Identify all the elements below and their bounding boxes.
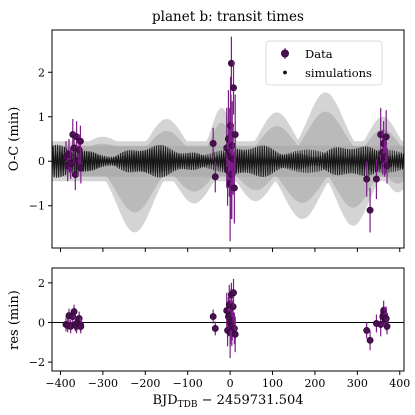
legend-simulations-label: simulations (305, 66, 372, 80)
y-tick-label: 0 (38, 155, 45, 168)
x-axis-label-subscript: TDB (178, 400, 198, 410)
bottom-x-axis-ticks: −400 −300 −200 −100 0 100 200 300 400 (45, 371, 410, 390)
data-point (382, 133, 390, 141)
legend: Data simulations (265, 40, 383, 86)
x-tick-label: 0 (227, 377, 234, 390)
data-point (383, 322, 391, 330)
data-point (366, 206, 374, 214)
x-axis-label: BJDTDB − 2459731.504 (152, 393, 303, 410)
data-point (230, 289, 237, 297)
y-tick-label: 0 (38, 316, 45, 329)
x-tick-label: −400 (45, 377, 75, 390)
top-x-axis-ticks (59, 248, 401, 252)
y-tick-label: 2 (38, 66, 45, 79)
y-tick-label: 2 (38, 277, 45, 290)
data-point (209, 139, 217, 147)
data-point (76, 137, 84, 145)
x-tick-label: 400 (389, 377, 410, 390)
bottom-y-axis-ticks: −2 0 2 (29, 277, 52, 369)
x-axis-label-offset: − 2459731.504 (198, 393, 304, 408)
x-tick-label: −100 (173, 377, 203, 390)
data-point (77, 322, 85, 330)
data-point (230, 324, 238, 332)
residual-points (62, 278, 391, 359)
y-tick-label: 1 (38, 111, 45, 124)
x-tick-label: 100 (262, 377, 283, 390)
data-point (70, 308, 78, 316)
data-point (67, 160, 75, 167)
x-tick-label: 300 (347, 377, 368, 390)
data-point (209, 313, 217, 320)
top-y-axis-ticks: −1 0 1 2 (29, 66, 52, 213)
bottom-y-axis-label: res (min) (7, 290, 22, 350)
top-y-axis-label: O-C (min) (7, 107, 22, 172)
data-point (211, 324, 219, 332)
data-point (74, 157, 82, 165)
data-point (366, 336, 374, 344)
data-point (231, 131, 239, 139)
data-points (62, 36, 391, 242)
data-point (363, 175, 371, 183)
bottom-panel: −2 0 2 −400 −300 −200 −100 0 100 200 300 400 res (… (7, 267, 410, 410)
x-axis-label-main: BJD (152, 393, 177, 408)
data-point (382, 315, 390, 322)
data-point (372, 175, 380, 183)
top-plot-frame (51, 29, 405, 249)
data-point (231, 330, 239, 338)
legend-frame (265, 40, 383, 86)
data-point (230, 184, 238, 192)
y-tick-label: −1 (29, 200, 45, 213)
data-point (75, 146, 83, 154)
legend-data-marker (280, 49, 289, 58)
chart-title: planet b: transit times (152, 9, 304, 25)
x-tick-label: 200 (304, 377, 325, 390)
legend-data-label: Data (305, 47, 333, 61)
data-point (77, 164, 85, 172)
legend-simulations-marker (283, 70, 287, 75)
y-tick-label: −2 (29, 356, 45, 369)
data-point (383, 162, 391, 170)
x-tick-label: −200 (130, 377, 160, 390)
data-point (228, 142, 236, 150)
data-point (211, 173, 219, 181)
data-point (230, 84, 237, 92)
data-point (363, 326, 371, 334)
bottom-plot-frame (51, 267, 405, 372)
x-tick-label: −300 (88, 377, 118, 390)
